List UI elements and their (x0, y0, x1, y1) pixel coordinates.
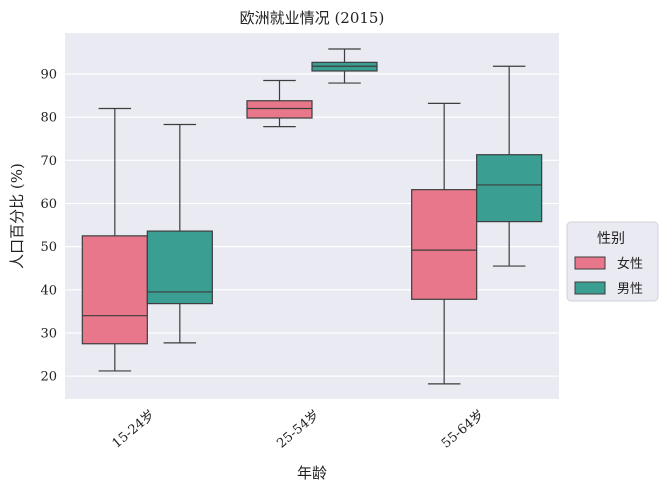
legend-frame (566, 221, 659, 302)
iqr-box (81, 235, 148, 345)
box-male-1 (311, 48, 378, 84)
y-tick-label: 20 (40, 370, 57, 385)
x-axis-ticks: 15-24岁 25-54岁 55-64岁 (110, 408, 488, 452)
y-tick-label: 70 (40, 154, 57, 169)
box-female-1 (246, 79, 313, 128)
box-female-2 (411, 102, 478, 385)
legend-title: 性别 (597, 231, 625, 247)
y-axis-label: 人口百分比 (%) (8, 163, 26, 269)
y-tick-label: 40 (40, 283, 57, 298)
y-tick-label: 60 (40, 197, 57, 212)
legend-swatch (574, 256, 606, 270)
y-tick-label: 80 (40, 111, 57, 126)
x-tick-label: 25-54岁 (274, 408, 322, 452)
legend-swatch (574, 281, 606, 295)
y-tick-label: 30 (40, 326, 57, 341)
legend-entry-label: 女性 (617, 256, 643, 272)
y-tick-label: 90 (40, 68, 57, 83)
boxes (81, 48, 543, 385)
box-male-2 (476, 65, 543, 267)
box-male-0 (146, 123, 213, 344)
iqr-box (246, 100, 313, 119)
iqr-box (411, 189, 478, 300)
box-female-0 (81, 107, 148, 372)
x-tick-label: 55-64岁 (439, 408, 487, 452)
x-axis-label: 年龄 (297, 464, 327, 482)
legend-entry-label: 男性 (617, 282, 643, 297)
y-tick-label: 50 (40, 240, 57, 255)
y-axis-ticks: 20 30 40 50 60 70 80 90 (40, 68, 57, 385)
x-tick-label: 15-24岁 (110, 408, 158, 452)
iqr-box (476, 154, 543, 223)
chart-title: 欧洲就业情况 (2015) (240, 9, 385, 27)
iqr-box (146, 230, 213, 305)
